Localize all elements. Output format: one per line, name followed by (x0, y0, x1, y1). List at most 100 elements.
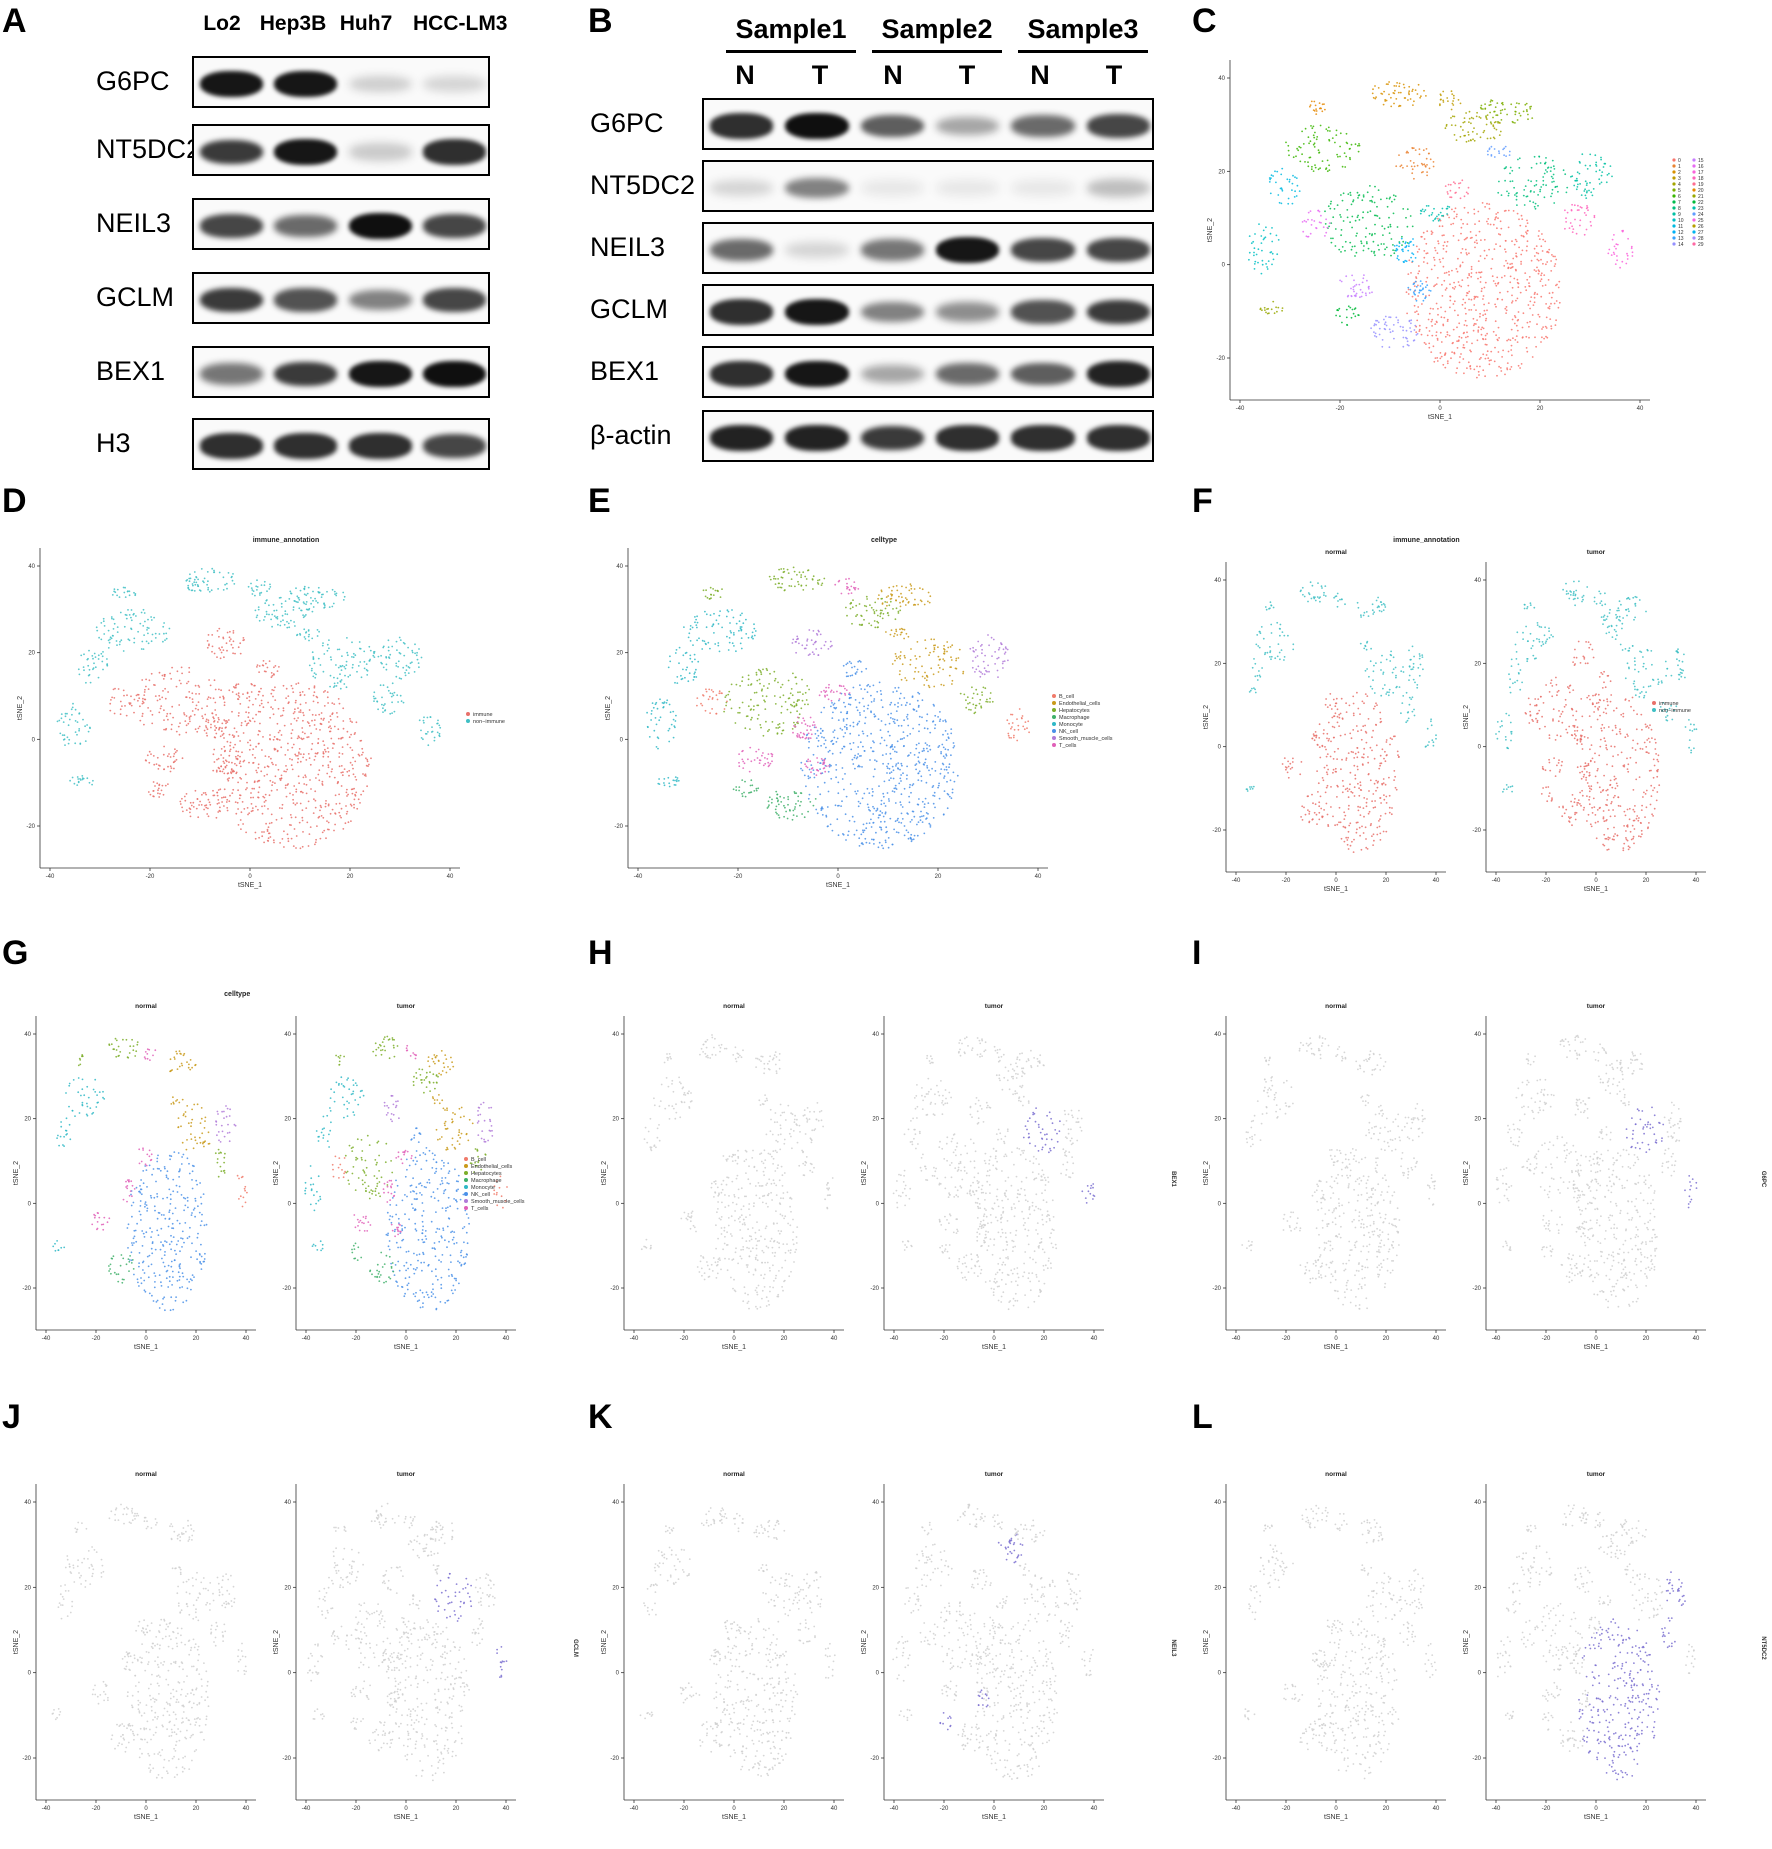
plot-axes: 40 20 0 -20 -40 -20 0 20 40 tSNE_1 tSNE_2 (273, 1016, 516, 1351)
lane-label: T (811, 60, 829, 90)
y-tick-label: 20 (872, 1585, 879, 1591)
x-tick-label: -40 (302, 1336, 311, 1342)
gene-label: BEX1 (590, 356, 660, 386)
x-tick-label: -20 (734, 874, 743, 880)
scatter-points (892, 1036, 1096, 1311)
legend-key (1052, 708, 1056, 712)
x-axis-label: tSNE_1 (722, 1814, 746, 1821)
x-tick-label: -20 (352, 1336, 361, 1342)
subplot-title: tumor (1587, 1003, 1606, 1010)
blot-band (1086, 179, 1150, 197)
blot-band (1011, 180, 1075, 196)
lane-label: N (735, 60, 755, 90)
y-tick-label: 40 (284, 1500, 291, 1506)
legend-key (1692, 236, 1696, 240)
scatter-points (304, 1035, 508, 1311)
x-tick-label: 0 (992, 1336, 996, 1342)
x-tick-label: 20 (1041, 1806, 1048, 1812)
legend-label: non−immune (1659, 708, 1691, 714)
y-tick-label: 40 (612, 1032, 619, 1038)
legend-label: Endothelial_cells (1059, 701, 1101, 707)
legend-key (1052, 722, 1056, 726)
y-axis-label: tSNE_2 (1203, 1161, 1210, 1185)
plot-axes: 40 20 0 -20 -40 -20 0 20 40 tSNE_1 tSNE_2 (273, 1484, 516, 1821)
legend-key (1692, 158, 1696, 162)
scatter-points (639, 1507, 836, 1777)
y-axis-label: tSNE_2 (1463, 1161, 1470, 1185)
y-tick-label: 20 (1474, 1117, 1481, 1123)
legend-label: 22 (1698, 200, 1704, 206)
legend-label: 3 (1678, 176, 1681, 182)
x-tick-label: 20 (193, 1336, 200, 1342)
y-tick-label: 0 (32, 737, 36, 743)
x-tick-label: 0 (732, 1336, 736, 1342)
legend-label: immune (1659, 701, 1679, 707)
feature-plot-bex1: normal 40 20 0 -20 -40 -20 0 20 40 tSNE_1 tSNE_2 tum… (601, 1003, 1176, 1351)
legend-label: 23 (1698, 206, 1704, 212)
y-tick-label: 20 (1474, 1585, 1481, 1591)
blot-band (274, 70, 338, 98)
gene-label: BEX1 (96, 356, 166, 386)
blot-band (1086, 425, 1150, 451)
y-axis-label: tSNE_2 (1463, 705, 1470, 729)
y-tick-label: 40 (616, 564, 623, 570)
x-tick-label: 40 (1091, 1806, 1098, 1812)
panel-label-b: B (588, 2, 613, 40)
blot-band (936, 116, 1000, 136)
x-tick-label: -20 (1542, 878, 1551, 884)
x-tick-label: 0 (732, 1806, 736, 1812)
scatter-points (1495, 1034, 1698, 1309)
y-tick-label: 0 (1222, 263, 1226, 269)
blot-band (785, 360, 849, 388)
x-tick-label: -20 (680, 1806, 689, 1812)
gene-label: NT5DC2 (96, 134, 202, 164)
legend-label: 18 (1698, 176, 1704, 182)
blot-row (192, 272, 490, 324)
plot-axes: 40 20 0 -20 -40 -20 0 20 40 tSNE_1 tSNE_2 (861, 1016, 1104, 1351)
legend-key (1692, 224, 1696, 228)
legend-label: Monocyte (1059, 722, 1083, 728)
legend-key (1052, 729, 1056, 733)
feature-plot-nt5dc2: normal 40 20 0 -20 -40 -20 0 20 40 tSNE_1 tSNE_2 tum… (1203, 1471, 1766, 1821)
x-tick-label: 0 (836, 874, 840, 880)
blot-band (1011, 425, 1075, 451)
lane-label: Hep3B (259, 12, 327, 35)
sample-label: Sample1 (735, 14, 847, 44)
scatter-points (640, 1034, 834, 1310)
plot-axes: 40 20 0 -20 -40 -20 0 20 40 tSNE_1 tSNE_2 (1203, 1484, 1446, 1821)
blot-band (785, 112, 849, 140)
legend-key (1672, 170, 1676, 174)
legend-key (466, 719, 470, 723)
legend-label: 16 (1698, 164, 1704, 170)
gene-label: G6PC (590, 108, 664, 138)
y-axis-label: tSNE_2 (17, 696, 24, 720)
x-tick-label: 0 (1334, 1806, 1338, 1812)
panel-label-a: A (2, 2, 27, 40)
blot-band (1011, 300, 1075, 324)
subplot-title: normal (135, 1471, 157, 1478)
y-tick-label: 20 (284, 1585, 291, 1591)
x-tick-label: -40 (630, 1806, 639, 1812)
blot-band (860, 180, 924, 196)
panel-label-h: H (588, 934, 613, 972)
gene-label: NEIL3 (590, 232, 666, 262)
gene-label: GCLM (590, 294, 669, 324)
y-tick-label: 40 (1214, 578, 1221, 584)
gene-label: NT5DC2 (1760, 1636, 1766, 1660)
x-tick-label: 0 (992, 1806, 996, 1812)
plot-title: immune_annotation (1393, 537, 1460, 544)
blot-band (785, 298, 849, 326)
blot-band (710, 299, 774, 325)
legend-key (1672, 212, 1676, 216)
gene-label: β-actin (590, 420, 672, 450)
scatter-points (1245, 581, 1437, 853)
y-tick-label: 20 (1214, 661, 1221, 667)
x-tick-label: 20 (193, 1806, 200, 1812)
panel-label-c: C (1192, 2, 1217, 40)
blot-band (199, 139, 263, 165)
subplot-title: tumor (985, 1003, 1004, 1010)
legend-key (1692, 230, 1696, 234)
subplot-title: normal (1325, 549, 1347, 556)
